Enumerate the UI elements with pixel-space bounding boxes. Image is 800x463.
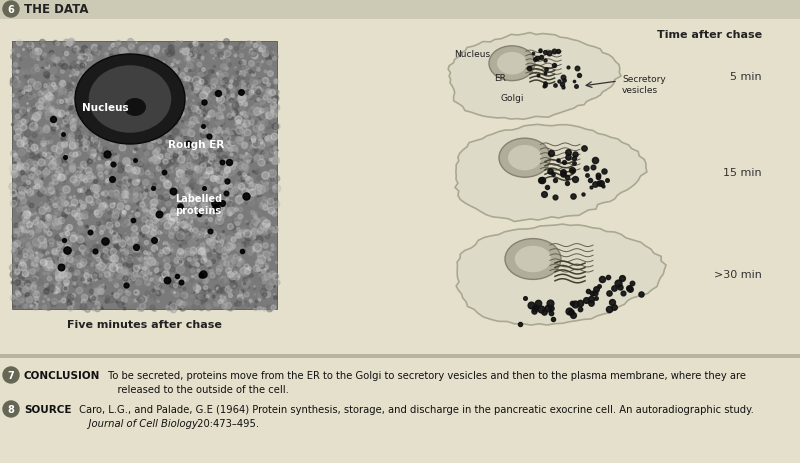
Circle shape [3, 2, 19, 18]
Polygon shape [455, 125, 647, 222]
Text: Journal of Cell Biology: Journal of Cell Biology [76, 418, 198, 428]
Text: Five minutes after chase: Five minutes after chase [67, 319, 222, 329]
Ellipse shape [499, 139, 550, 178]
Text: ER: ER [494, 75, 506, 83]
Text: Caro, L.G., and Palade, G.E (1964) Protein synthesis, storage, and discharge in : Caro, L.G., and Palade, G.E (1964) Prote… [76, 404, 754, 414]
Polygon shape [456, 225, 666, 325]
Ellipse shape [508, 146, 542, 171]
Bar [0, 354, 800, 358]
Text: Nucleus: Nucleus [454, 50, 490, 59]
Text: released to the outside of the cell.: released to the outside of the cell. [105, 384, 289, 394]
Circle shape [3, 367, 19, 383]
Text: THE DATA: THE DATA [24, 4, 89, 17]
Text: 5 min: 5 min [730, 72, 762, 82]
Bar [12, 42, 277, 309]
Circle shape [3, 401, 19, 417]
Ellipse shape [75, 55, 185, 144]
Text: Rough ER: Rough ER [168, 140, 224, 150]
Text: Golgi: Golgi [500, 94, 524, 103]
Polygon shape [448, 33, 621, 120]
Text: Labelled
proteins: Labelled proteins [175, 194, 222, 216]
Text: 20:473–495.: 20:473–495. [194, 418, 259, 428]
Bar [0, 0, 800, 20]
Ellipse shape [489, 47, 535, 81]
Ellipse shape [124, 99, 146, 117]
Text: >30 min: >30 min [714, 269, 762, 279]
Text: CONCLUSION: CONCLUSION [24, 370, 100, 380]
Text: 7: 7 [8, 370, 14, 380]
Ellipse shape [89, 66, 171, 133]
Text: Nucleus: Nucleus [82, 103, 129, 113]
Text: Secretory
vesicles: Secretory vesicles [622, 75, 666, 95]
Text: To be secreted, proteins move from the ER to the Golgi to secretory vesicles and: To be secreted, proteins move from the E… [105, 370, 746, 380]
Ellipse shape [515, 246, 551, 273]
Text: Time after chase: Time after chase [657, 30, 762, 40]
Text: SOURCE: SOURCE [24, 404, 71, 414]
Ellipse shape [497, 53, 527, 75]
Text: 8: 8 [7, 404, 14, 414]
Text: 15 min: 15 min [723, 168, 762, 178]
Text: 6: 6 [8, 5, 14, 15]
Ellipse shape [505, 239, 561, 280]
